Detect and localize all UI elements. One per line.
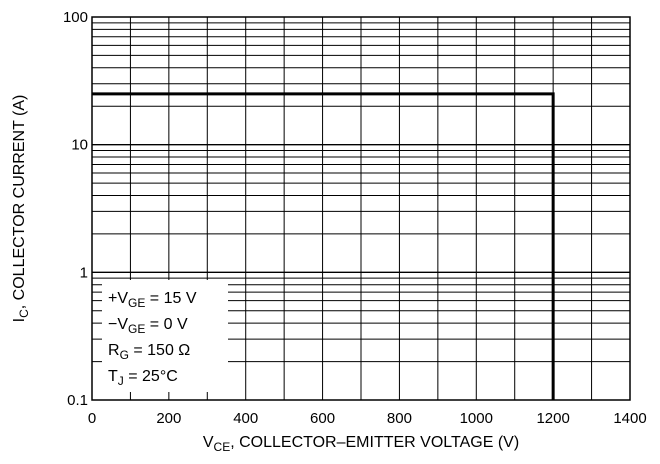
- y-tick-label: 10: [71, 137, 88, 154]
- conditions-box: [102, 280, 228, 392]
- grid-lines: [92, 17, 630, 400]
- x-tick-labels: 0 200 400 600 800 1000 1200 1400: [88, 410, 647, 427]
- y-axis-label: IC, COLLECTOR CURRENT (A): [11, 95, 31, 323]
- y-tick-labels: 0.1 1 10 100: [63, 9, 88, 409]
- x-tick-label: 400: [233, 410, 258, 427]
- plot-frame: [91, 16, 631, 401]
- conditions-text: +VGE = 15 V −VGE = 0 V RG = 150 Ω TJ = 2…: [108, 290, 197, 388]
- condition-vge-off: −VGE = 0 V: [108, 316, 188, 336]
- conditions-box-background: [102, 280, 228, 392]
- x-tick-label: 200: [156, 410, 181, 427]
- condition-vge-on: +VGE = 15 V: [108, 290, 197, 310]
- x-axis-label: VCE, COLLECTOR–EMITTER VOLTAGE (V): [203, 434, 519, 454]
- series-group: [92, 92, 555, 400]
- condition-tj: TJ = 25°C: [108, 368, 178, 388]
- x-tick-label: 1200: [536, 410, 569, 427]
- y-tick-label: 100: [63, 9, 88, 26]
- x-tick-label: 0: [88, 410, 96, 427]
- x-tick-label: 1400: [613, 410, 646, 427]
- y-tick-label: 1: [80, 264, 88, 281]
- y-tick-label: 0.1: [67, 392, 88, 409]
- x-tick-label: 800: [387, 410, 412, 427]
- soa-boundary-line: [92, 92, 555, 400]
- condition-rg: RG = 150 Ω: [108, 342, 190, 362]
- x-tick-label: 1000: [460, 410, 493, 427]
- x-tick-label: 600: [310, 410, 335, 427]
